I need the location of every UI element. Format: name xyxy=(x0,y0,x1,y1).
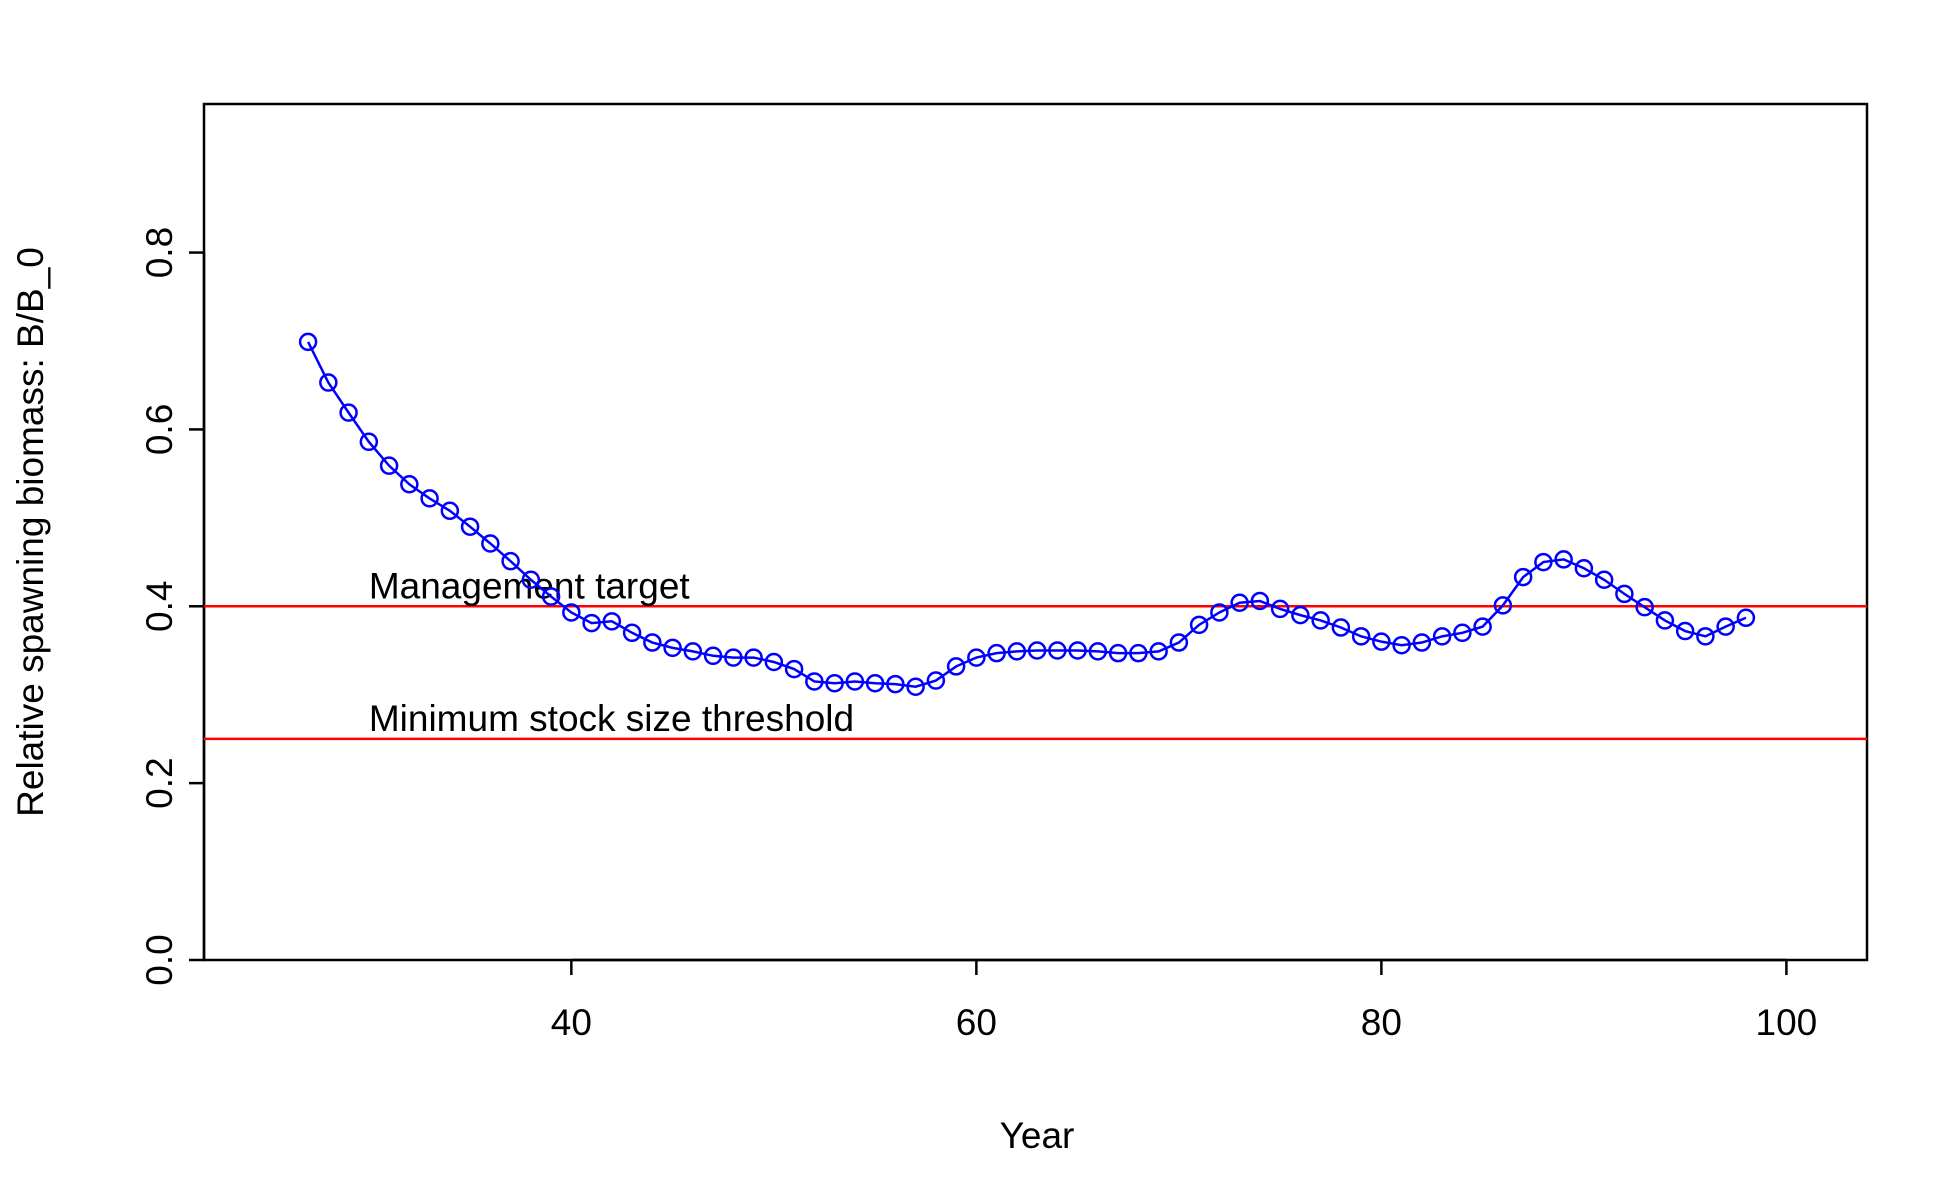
series-point xyxy=(1675,621,1695,641)
series-point xyxy=(460,517,480,536)
series-point xyxy=(946,657,966,676)
y-axis-label: Relative spawning biomass: B/B_0 xyxy=(10,247,51,817)
reference-label: Minimum stock size threshold xyxy=(369,698,854,739)
series-point xyxy=(359,432,379,452)
series-point xyxy=(1473,617,1492,636)
series-point xyxy=(1696,627,1715,646)
series-point xyxy=(602,612,622,631)
series-point xyxy=(1210,603,1229,622)
series-point xyxy=(400,474,419,494)
series-point xyxy=(1594,570,1614,590)
series-point xyxy=(845,672,865,691)
series-point xyxy=(1007,642,1027,661)
series-point xyxy=(1230,593,1249,612)
series-point xyxy=(1068,641,1087,660)
series-point xyxy=(744,648,763,667)
series-point xyxy=(298,332,318,352)
series-point xyxy=(1149,642,1168,661)
series-point xyxy=(1027,641,1047,660)
series-point xyxy=(865,673,885,693)
y-tick-label: 0.6 xyxy=(139,404,180,455)
series-point xyxy=(926,671,946,690)
series-point xyxy=(1615,584,1634,604)
series-point xyxy=(1716,617,1735,636)
series-point xyxy=(1534,552,1553,572)
series-point xyxy=(501,551,520,571)
series-point xyxy=(521,570,541,590)
series-point xyxy=(1048,641,1067,660)
series-point xyxy=(1108,643,1128,663)
series-point xyxy=(1412,633,1432,652)
series-point xyxy=(440,501,460,521)
series-point xyxy=(1655,611,1675,630)
x-axis-label: Year xyxy=(1000,1115,1075,1156)
series-point xyxy=(481,534,500,553)
x-tick-label: 100 xyxy=(1756,1002,1818,1043)
series-point xyxy=(764,652,784,672)
series-point xyxy=(784,659,804,679)
series-point xyxy=(906,677,925,697)
series-point xyxy=(1554,550,1573,569)
plot-frame xyxy=(202,102,1869,962)
series-point xyxy=(643,633,662,652)
series-point xyxy=(663,638,682,658)
series-point xyxy=(1189,615,1209,635)
series-point xyxy=(825,673,844,693)
series-point xyxy=(1453,623,1472,643)
series-point xyxy=(1392,635,1411,655)
x-tick-label: 40 xyxy=(551,1002,592,1043)
series-point xyxy=(1250,591,1270,611)
series-point xyxy=(1635,597,1654,617)
series-point xyxy=(1129,643,1148,663)
series-point xyxy=(703,646,723,666)
series-point xyxy=(1513,567,1533,587)
series-point xyxy=(319,373,338,392)
series-point xyxy=(379,456,399,475)
series-point xyxy=(1574,559,1594,578)
series-point xyxy=(683,642,703,661)
series-point xyxy=(805,672,824,691)
series-point xyxy=(1372,632,1391,651)
series-point xyxy=(622,623,642,643)
series-point xyxy=(1169,633,1189,652)
series-point xyxy=(562,603,581,622)
series-point xyxy=(541,587,561,606)
series-line xyxy=(306,341,1747,689)
series-point xyxy=(967,648,986,667)
series-point xyxy=(1270,599,1290,619)
series-point xyxy=(582,613,601,633)
series-point xyxy=(1291,605,1310,625)
series-point xyxy=(420,489,439,508)
series-point xyxy=(886,674,905,694)
series-point xyxy=(1311,611,1330,630)
series-point xyxy=(987,643,1006,663)
series-point xyxy=(1736,608,1756,628)
series-point xyxy=(724,648,743,667)
y-tick-label: 0.8 xyxy=(139,227,180,278)
x-tick-label: 60 xyxy=(956,1002,997,1043)
series-point xyxy=(1088,642,1108,661)
series-point xyxy=(339,403,358,422)
x-tick-label: 80 xyxy=(1361,1002,1402,1043)
series-point xyxy=(1493,596,1513,615)
series-point xyxy=(1331,618,1351,637)
y-tick-label: 0.0 xyxy=(139,934,180,985)
y-tick-label: 0.2 xyxy=(139,757,180,808)
y-tick-label: 0.4 xyxy=(139,581,180,632)
series-point xyxy=(1351,627,1371,646)
series-point xyxy=(1432,627,1452,646)
